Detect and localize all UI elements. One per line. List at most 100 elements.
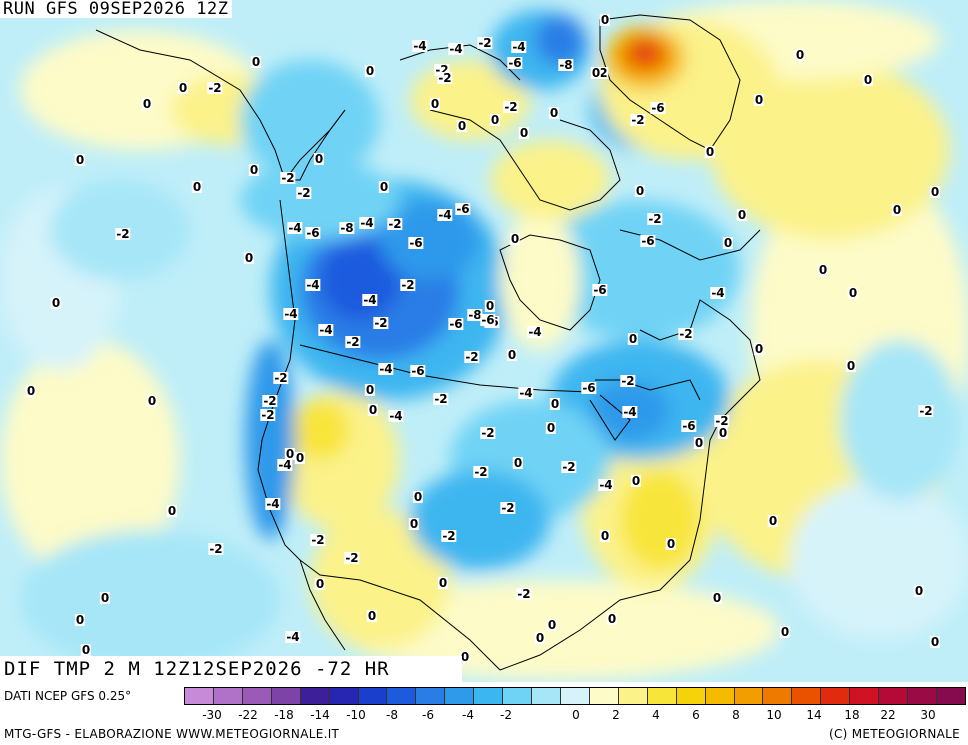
colorbar-tick-label: -30 [202, 708, 222, 722]
contour-label: -6 [507, 56, 523, 70]
credit-left: MTG-GFS - ELABORAZIONE WWW.METEOGIORNALE… [4, 727, 340, 741]
contour-label: -6 [640, 234, 656, 248]
contour-label: 0 [534, 631, 546, 645]
contour-label: -2 [400, 278, 416, 292]
contour-label: 0 [630, 474, 642, 488]
contour-label: 0 [484, 299, 496, 313]
contour-label: -4 [448, 42, 464, 56]
contour-label: 0 [74, 153, 86, 167]
contour-label: 0 [489, 113, 501, 127]
contour-label: 0 [753, 93, 765, 107]
colorbar-swatch [879, 688, 909, 704]
contour-label: -4 [305, 278, 321, 292]
colorbar-tick-label: 8 [732, 708, 740, 722]
colorbar-swatch [647, 688, 677, 704]
contour-label: -2 [464, 350, 480, 364]
contour-label: -2 [714, 414, 730, 428]
contour-label: 0 [590, 66, 602, 80]
contour-label: 0 [366, 609, 378, 623]
contour-label: 0 [364, 64, 376, 78]
contour-label: 0 [166, 504, 178, 518]
contour-label: 0 [456, 119, 468, 133]
temperature-anomaly-map [0, 0, 968, 682]
anomaly-field [0, 0, 968, 680]
contour-label: -2 [296, 186, 312, 200]
contour-label: -2 [918, 404, 934, 418]
contour-label: -2 [273, 371, 289, 385]
colorbar-tick-label: 10 [766, 708, 782, 722]
colorbar-swatch [936, 688, 965, 704]
contour-label: -2 [262, 394, 278, 408]
colorbar-swatch [213, 688, 243, 704]
colorbar-swatch [589, 688, 619, 704]
contour-label: 0 [753, 342, 765, 356]
contour-label: 0 [191, 180, 203, 194]
colorbar-ticks: -30 -22 -18 -14 -10 -8 -6 -4 -2 0 2 4 6 8 10 14 18 22 30 [184, 708, 966, 724]
contour-label: -4 [277, 458, 293, 472]
colorbar-swatch [445, 688, 475, 704]
contour-label: 0 [518, 126, 530, 140]
colorbar-tick-label: -18 [274, 708, 294, 722]
contour-label: 0 [367, 403, 379, 417]
colorbar-tick-label: -14 [310, 708, 330, 722]
contour-label: 0 [250, 55, 262, 69]
contour-label: 0 [243, 251, 255, 265]
contour-label: -8 [339, 221, 355, 235]
contour-label: 0 [74, 613, 86, 627]
colorbar-swatch [387, 688, 417, 704]
contour-label: 0 [545, 421, 557, 435]
contour-label: 0 [146, 394, 158, 408]
contour-label: 0 [25, 384, 37, 398]
contour-label: -2 [678, 327, 694, 341]
contour-label: 0 [177, 81, 189, 95]
colorbar-swatch [329, 688, 359, 704]
contour-label: -6 [305, 226, 321, 240]
contour-label: 0 [408, 517, 420, 531]
colorbar-tick-label: 0 [572, 708, 580, 722]
contour-label: 0 [845, 359, 857, 373]
contour-label: 0 [378, 180, 390, 194]
contour-label: -2 [630, 113, 646, 127]
contour-label: 0 [313, 152, 325, 166]
contour-label: 0 [512, 456, 524, 470]
contour-label: -6 [410, 364, 426, 378]
contour-label: 0 [314, 577, 326, 591]
contour-label: -6 [408, 236, 424, 250]
contour-label: 0 [627, 332, 639, 346]
contour-label: -4 [283, 307, 299, 321]
contour-label: -6 [581, 381, 597, 395]
contour-label: 0 [606, 612, 618, 626]
contour-label: 0 [717, 426, 729, 440]
contour-label: -6 [455, 202, 471, 216]
contour-label: 0 [549, 397, 561, 411]
contour-label: 0 [665, 537, 677, 551]
contour-label: -2 [260, 408, 276, 422]
colorbar-tick-label: 4 [652, 708, 660, 722]
contour-label: -2 [477, 36, 493, 50]
colorbar [184, 687, 966, 705]
contour-label: 0 [412, 490, 424, 504]
colorbar-tick-label: 22 [880, 708, 896, 722]
colorbar-swatch [908, 688, 937, 704]
contour-label: 0 [767, 514, 779, 528]
contour-label: 0 [284, 447, 296, 461]
source-text: DATI NCEP GFS 0.25° [4, 689, 132, 703]
contour-label: -4 [287, 221, 303, 235]
contour-label: 0 [817, 263, 829, 277]
contour-label: -6 [592, 283, 608, 297]
contour-label: -2 [620, 374, 636, 388]
contour-label: 0 [141, 97, 153, 111]
colorbar-swatch [850, 688, 880, 704]
colorbar-tick-label: 18 [844, 708, 860, 722]
contour-label: -2 [280, 171, 296, 185]
contour-label: -6 [480, 313, 496, 327]
contour-label: -2 [387, 217, 403, 231]
contour-label: -2 [441, 529, 457, 543]
contour-label: 0 [711, 591, 723, 605]
colorbar-tick-label: 30 [920, 708, 936, 722]
colorbar-tick-label: 6 [692, 708, 700, 722]
contour-label: -2 [561, 460, 577, 474]
contour-label: 0 [546, 618, 558, 632]
contour-label: -4 [265, 497, 281, 511]
